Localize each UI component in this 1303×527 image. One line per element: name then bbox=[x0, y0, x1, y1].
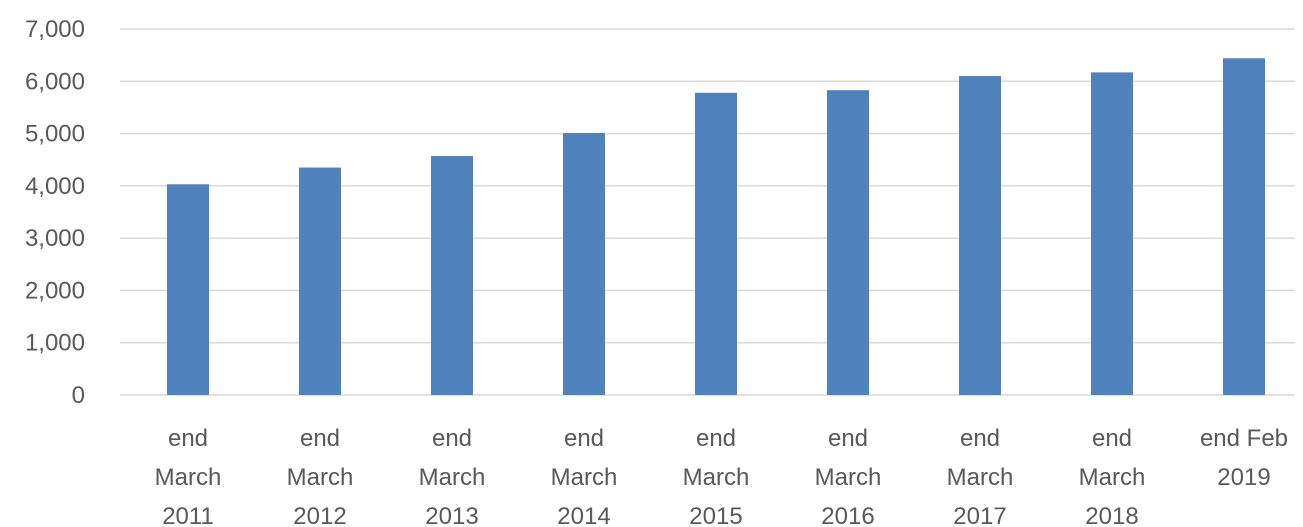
x-tick-label: end March 2013 bbox=[419, 425, 486, 527]
x-tick-label: end March 2014 bbox=[551, 425, 618, 527]
x-tick-label: end March 2018 bbox=[1079, 425, 1146, 527]
bar bbox=[563, 133, 605, 395]
x-axis: end March 2011 end March 2012 end March 2013 end M… bbox=[155, 425, 1288, 527]
bar bbox=[959, 76, 1001, 396]
bar bbox=[695, 92, 737, 395]
bar bbox=[1091, 72, 1133, 395]
x-tick-label: end March 2011 bbox=[155, 425, 222, 527]
x-tick-label: end March 2012 bbox=[287, 425, 354, 527]
bar bbox=[1223, 58, 1265, 395]
y-tick-label: 2,000 bbox=[25, 277, 85, 304]
y-tick-label: 4,000 bbox=[25, 173, 85, 200]
y-tick-label: 0 bbox=[72, 382, 85, 409]
y-axis: 0 1,000 2,000 3,000 4,000 5,000 6,000 7,000 bbox=[25, 16, 85, 409]
bar bbox=[167, 184, 209, 395]
y-tick-label: 1,000 bbox=[25, 330, 85, 357]
x-tick-label: end March 2017 bbox=[947, 425, 1014, 527]
y-tick-label: 3,000 bbox=[25, 225, 85, 252]
bars bbox=[167, 58, 1265, 396]
x-tick-label: end March 2016 bbox=[815, 425, 882, 527]
y-tick-label: 6,000 bbox=[25, 68, 85, 95]
bar bbox=[299, 167, 341, 395]
x-tick-label: end March 2015 bbox=[683, 425, 750, 527]
x-tick-label: end Feb 2019 bbox=[1200, 425, 1288, 491]
y-tick-label: 5,000 bbox=[25, 121, 85, 148]
y-tick-label: 7,000 bbox=[25, 16, 85, 43]
bar bbox=[827, 90, 869, 395]
bar bbox=[431, 156, 473, 395]
